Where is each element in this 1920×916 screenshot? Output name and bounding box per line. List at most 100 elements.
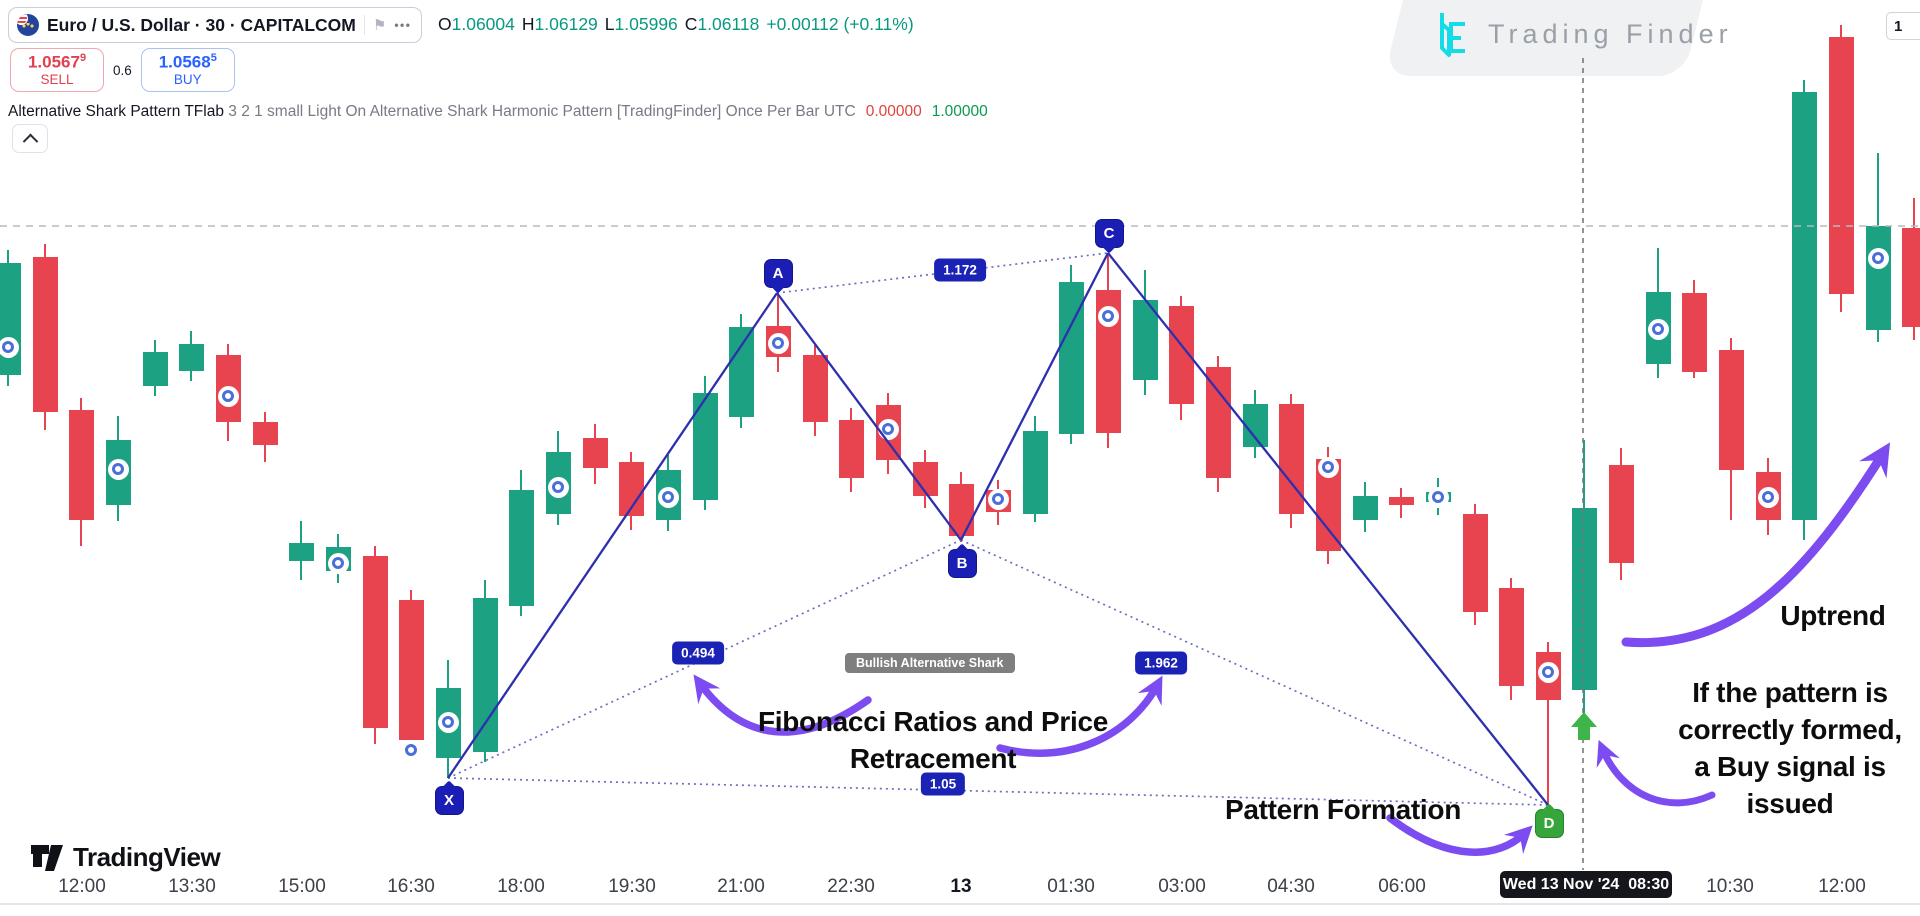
bar-signal-marker-icon [1317,456,1339,478]
tradingview-logo[interactable]: TradingView [30,842,221,873]
candle-body [802,355,828,422]
time-tick: 21:00 [717,876,765,897]
candle-body [1022,431,1048,514]
candle-body [1718,350,1744,470]
candle-body [1865,226,1891,330]
pattern-point-label-b[interactable]: B [947,543,977,578]
bar-signal-marker-icon [327,552,349,574]
bar-signal-marker-icon [1097,305,1119,327]
time-tick: 10:30 [1706,876,1754,897]
candle-body [32,257,58,412]
time-tick: 13 [950,876,972,897]
candle-body [472,598,498,752]
pattern-point-label-d[interactable]: D [1534,803,1564,838]
candle-body [912,462,938,496]
watermark-brand-text: Trading Finder [1488,18,1733,49]
candle-body [0,263,21,375]
eurusd-flag-icon [17,14,39,36]
time-tick: 13:30 [168,876,216,897]
close-value: 1.06118 [697,14,760,34]
symbol-title: Euro / U.S. Dollar · 30 · CAPITALCOM [47,14,356,35]
candle-body [1058,282,1084,434]
time-tick: 22:30 [827,876,875,897]
time-tick: 03:00 [1158,876,1206,897]
time-tick: 19:30 [608,876,656,897]
time-tick: 18:00 [497,876,545,897]
bar-signal-marker-icon [217,385,239,407]
candle-body [1278,404,1304,514]
candle-body [68,410,94,520]
annotation-text-formation: Pattern Formation [1224,794,1462,825]
bar-signal-marker-icon [1867,247,1889,269]
bar-signal-marker-icon [767,332,789,354]
indicator-legend[interactable]: Alternative Shark Pattern TFlab 3 2 1 sm… [8,103,988,121]
bar-signal-marker-icon [877,418,899,440]
time-tick: 15:00 [278,876,326,897]
axis-separator-line [0,903,1920,905]
time-tick: 16:30 [387,876,435,897]
candle-body [728,327,754,417]
sell-price: 1.05679 [27,52,87,73]
time-axis[interactable]: 12:00 13:30 15:00 16:30 18:00 19:30 21:00 22:30… [0,868,1920,904]
chevron-up-icon [22,133,38,150]
bar-signal-marker-icon [987,488,1009,510]
spread-value: 0.6 [113,62,132,78]
symbol-pill[interactable]: Euro / U.S. Dollar · 30 · CAPITALCOM ⚑ •… [8,7,423,43]
time-tick: 04:30 [1267,876,1315,897]
pattern-point-label-c[interactable]: C [1094,218,1124,253]
tradingview-logo-text: TradingView [73,842,221,872]
tradingview-logo-icon [31,844,63,871]
tradingfinder-logo-icon [1440,13,1465,57]
candle-body [1388,497,1414,505]
candle-body [142,352,168,386]
candle-body [398,600,424,740]
price-label-fragment: 1 [1886,12,1920,40]
pattern-point-label-x[interactable]: X [434,780,464,815]
flag-icon[interactable]: ⚑ [372,16,387,34]
candle-body [1681,293,1707,372]
candle-body [1608,465,1634,563]
bar-signal-marker-icon [0,336,19,358]
candle-body [1242,404,1268,447]
candle-body [1132,300,1158,380]
indicator-params: 3 2 1 small Light On Alternative Shark H… [223,103,856,120]
candle-body [948,484,974,536]
crosshair-time-badge: Wed 13 Nov '24 08:30 [1500,871,1672,898]
candle-body [362,556,388,728]
candle-body [288,543,314,561]
time-tick: 06:00 [1378,876,1426,897]
candle-body [1901,228,1920,327]
bar-signal-marker-icon [547,476,569,498]
candle-body [692,393,718,500]
candle-body [582,438,608,468]
candle-body [252,422,278,445]
bar-signal-marker-icon [657,486,679,508]
time-tick: 01:30 [1047,876,1095,897]
sell-button[interactable]: 1.05679 SELL [10,48,104,92]
annotation-text-signal: If the pattern is correctly formed, a Buy … [1678,677,1902,819]
fib-ratio-label: 1.962 [1135,651,1187,675]
annotation-text-fib: Fibonacci Ratios and Price Retracement [757,706,1109,774]
collapse-chevron-button[interactable] [12,124,48,153]
more-menu-icon[interactable]: ••• [394,18,412,32]
buy-button[interactable]: 1.05685 BUY [140,48,235,92]
tradingfinder-watermark: Trading Finder [1432,10,1733,58]
pill-divider [363,15,365,35]
change-value: +0.00112 (+0.11%) [766,14,914,34]
candle-body [1462,514,1488,612]
candle-body [508,490,534,606]
candle-body [838,420,864,478]
candle-body [178,344,204,371]
candle-body [1352,496,1378,520]
fib-ratio-label: 0.494 [672,641,724,665]
bar-signal-marker-icon [1647,318,1669,340]
ohlc-readout: O1.06004 H1.06129 L1.05996 C1.06118 +0.00112… [438,14,914,34]
bar-signal-marker-icon [437,711,459,733]
pattern-point-label-a[interactable]: A [763,258,793,293]
indicator-value-red: 0.00000 [865,103,922,120]
time-tick: 12:00 [58,876,106,897]
order-panel: 1.05679 SELL 0.6 1.05685 BUY [10,48,235,92]
bar-signal-marker-icon [400,739,422,761]
candle-body [1571,508,1597,690]
